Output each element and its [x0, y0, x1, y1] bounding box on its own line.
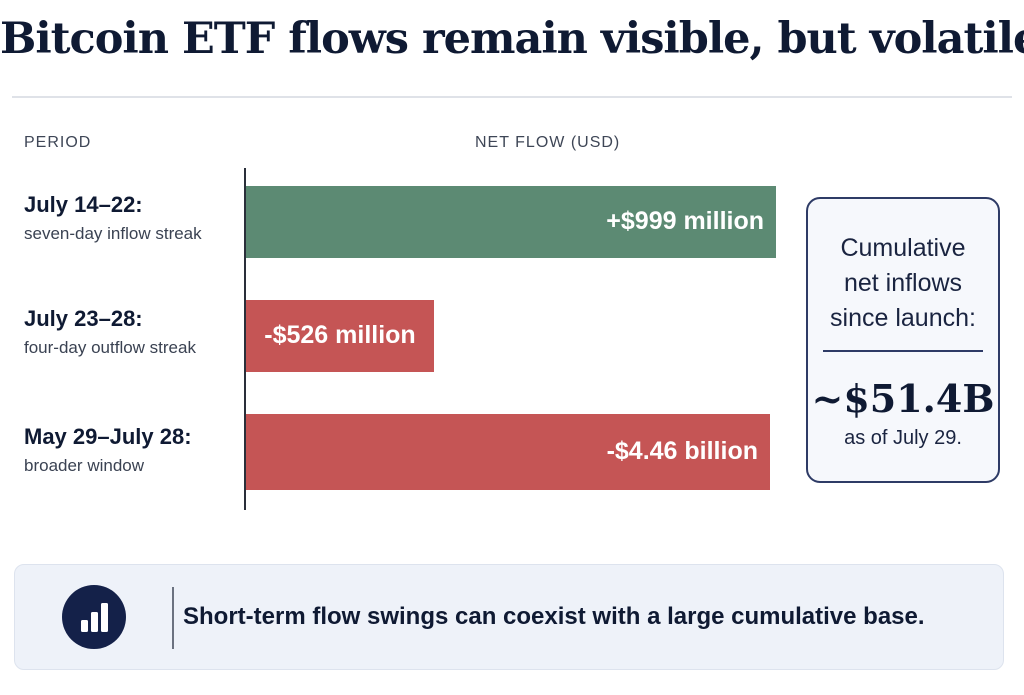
page-title: Bitcoin ETF flows remain visible, but vo…: [0, 14, 1024, 64]
summary-title-line: net inflows: [843, 269, 963, 297]
period-row: May 29–July 28: broader window: [24, 424, 192, 476]
summary-divider: [823, 350, 983, 352]
period-row: July 14–22: seven-day inflow streak: [24, 192, 202, 244]
inflow-bar: +$999 million: [246, 186, 776, 258]
bar-chart-icon-graphic: [81, 603, 108, 632]
period-date: May 29–July 28:: [24, 424, 192, 449]
summary-title-line: since launch:: [830, 304, 976, 332]
footer-message: Short-term flow swings can coexist with …: [183, 603, 925, 630]
footer-divider: [172, 587, 174, 649]
summary-value: ~$51.4B: [811, 376, 995, 421]
bar-data-label: +$999 million: [606, 207, 764, 235]
period-column-header: PERIOD: [24, 134, 92, 151]
period-row: July 23–28: four-day outflow streak: [24, 306, 196, 358]
summary-title: Cumulative net inflows since launch:: [808, 231, 998, 336]
period-description: broader window: [24, 456, 145, 475]
period-date: July 14–22:: [24, 192, 143, 217]
bar-data-label: -$526 million: [264, 321, 416, 349]
summary-title-line: Cumulative: [840, 234, 966, 262]
net-flow-column-header: NET FLOW (USD): [475, 134, 621, 151]
outflow-bar: -$4.46 billion: [246, 414, 770, 490]
bar-chart-icon: [62, 585, 126, 649]
summary-note: as of July 29.: [844, 427, 962, 449]
chart-axis: [244, 168, 246, 510]
title-divider: [12, 96, 1012, 98]
outflow-bar: -$526 million: [246, 300, 434, 372]
cumulative-summary-card: Cumulative net inflows since launch: ~$5…: [806, 197, 1000, 483]
period-description: seven-day inflow streak: [24, 224, 202, 243]
bar-data-label: -$4.46 billion: [606, 437, 758, 465]
period-date: July 23–28:: [24, 306, 143, 331]
footer-callout: Short-term flow swings can coexist with …: [14, 564, 1004, 670]
period-description: four-day outflow streak: [24, 338, 196, 357]
